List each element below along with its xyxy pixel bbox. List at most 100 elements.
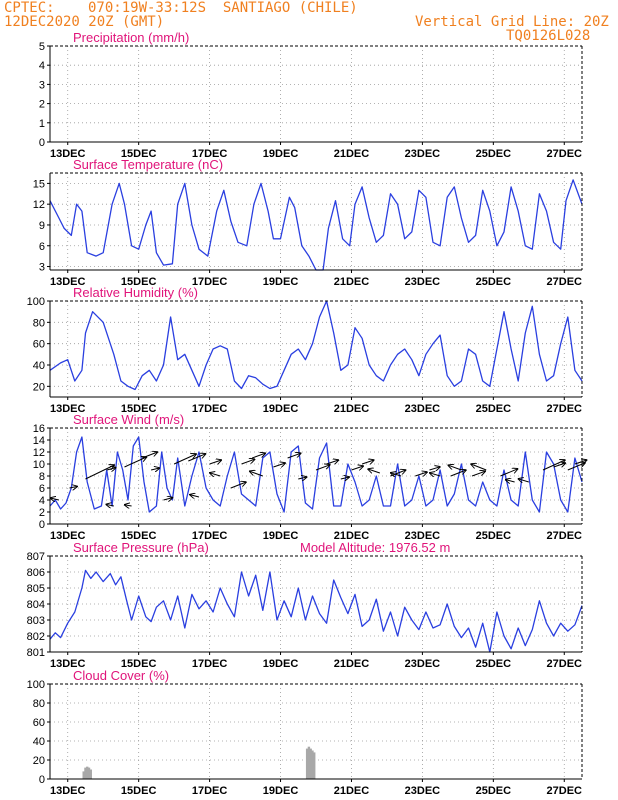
x-tick-label: 23DEC	[405, 530, 441, 542]
y-tick-label: 0	[39, 137, 45, 149]
y-tick-label: 15	[33, 178, 45, 190]
wind-arrow	[163, 498, 172, 500]
wind-arrow	[553, 463, 566, 467]
wind-arrow	[368, 469, 380, 473]
series-line-wind	[49, 436, 583, 513]
bar-cloud-cover	[82, 771, 85, 779]
x-tick-label: 15DEC	[121, 403, 157, 415]
y-tick-label: 4	[39, 60, 45, 72]
panel-title: Cloud Cover (%)	[73, 668, 169, 683]
y-tick-label: 5	[39, 41, 45, 53]
bar-cloud-cover	[313, 752, 316, 779]
wind-arrow	[188, 454, 205, 462]
x-tick-label: 27DEC	[547, 658, 583, 670]
y-tick-label: 0	[39, 519, 45, 531]
y-tick-label: 801	[27, 647, 45, 659]
panel-title: Surface Pressure (hPa)	[73, 540, 209, 555]
x-tick-label: 23DEC	[405, 276, 441, 288]
y-tick-label: 12	[33, 447, 45, 459]
y-tick-label: 80	[33, 317, 45, 329]
wind-arrow	[69, 486, 78, 488]
x-tick-label: 19DEC	[263, 148, 299, 160]
x-tick-label: 13DEC	[50, 276, 86, 288]
x-tick-label: 17DEC	[192, 276, 228, 288]
x-tick-label: 25DEC	[476, 658, 512, 670]
x-tick-label: 23DEC	[405, 658, 441, 670]
header-grid-note: Vertical Grid Line: 20Z	[415, 14, 609, 30]
wind-arrow	[471, 471, 485, 477]
x-tick-label: 19DEC	[263, 276, 299, 288]
series-line-pressure	[49, 569, 583, 653]
wind-arrow	[241, 459, 255, 465]
x-tick-label: 27DEC	[547, 785, 583, 797]
y-tick-label: 12	[33, 199, 45, 211]
bar-cloud-cover	[305, 748, 309, 779]
x-tick-label: 13DEC	[50, 785, 86, 797]
x-tick-label: 17DEC	[192, 785, 228, 797]
header-run-time: 12DEC2020 20Z (GMT)	[4, 14, 165, 30]
wind-arrow	[340, 477, 350, 479]
wind-arrow	[351, 466, 363, 470]
wind-arrow	[429, 467, 440, 470]
wind-arrow	[505, 480, 515, 482]
x-tick-label: 23DEC	[405, 148, 441, 160]
wind-arrow	[574, 460, 587, 464]
y-tick-label: 16	[33, 423, 45, 435]
wind-arrow	[361, 460, 374, 464]
wind-arrow	[230, 482, 246, 489]
x-tick-label: 27DEC	[547, 148, 583, 160]
x-tick-label: 21DEC	[334, 148, 370, 160]
panel-cloud-cover: 0 20 40 60 80 100 13DEC 15DEC 17DEC 19DEC 21DEC 23D…	[27, 668, 583, 797]
x-tick-label: 25DEC	[476, 148, 512, 160]
y-tick-label: 4	[39, 495, 45, 507]
x-tick-label: 19DEC	[263, 403, 299, 415]
y-tick-label: 8	[39, 471, 45, 483]
wind-arrow	[273, 463, 285, 467]
x-tick-label: 27DEC	[547, 276, 583, 288]
header-location: 070:19W-33:12S SANTIAGO (CHILE)	[88, 0, 358, 16]
wind-arrow	[448, 465, 462, 471]
x-tick-label: 21DEC	[334, 276, 370, 288]
wind-arrow	[106, 504, 114, 506]
x-tick-label: 15DEC	[121, 785, 157, 797]
x-tick-label: 15DEC	[121, 658, 157, 670]
panel-title: Surface Wind (m/s)	[73, 412, 184, 427]
x-tick-label: 17DEC	[192, 403, 228, 415]
series-line-humidity	[49, 300, 583, 391]
x-tick-label: 17DEC	[192, 658, 228, 670]
x-tick-label: 21DEC	[334, 658, 370, 670]
wind-arrow	[85, 465, 114, 480]
panel-precipitation: 0 1 2 3 4 5 13DEC 15DEC 17DEC 19DEC 21DEC 23DEC 25DE…	[39, 30, 583, 160]
x-tick-label: 13DEC	[50, 148, 86, 160]
wind-arrow	[251, 453, 265, 459]
bar-cloud-cover	[307, 746, 311, 779]
x-tick-label: 19DEC	[263, 785, 299, 797]
y-tick-label: 802	[27, 631, 45, 643]
x-tick-label: 25DEC	[476, 530, 512, 542]
x-tick-label: 23DEC	[405, 403, 441, 415]
x-tick-label: 25DEC	[476, 403, 512, 415]
y-tick-label: 0	[39, 774, 45, 786]
wind-arrow	[124, 505, 132, 506]
bar-cloud-cover	[86, 766, 89, 779]
wind-arrow	[50, 498, 59, 500]
panel-humidity: 20 40 60 80 100 13DEC 15DEC 17DEC 19DEC 21DEC 23DE…	[27, 285, 583, 415]
wind-arrow	[450, 470, 466, 477]
y-tick-label: 807	[27, 551, 45, 563]
bar-cloud-cover	[84, 767, 87, 779]
y-tick-label: 804	[27, 599, 45, 611]
x-tick-label: 25DEC	[476, 276, 512, 288]
y-tick-label: 40	[33, 736, 45, 748]
panel-pressure: 801 802 803 804 805 806 807 13DEC 15DEC 17DEC 19DE…	[27, 540, 583, 670]
y-tick-label: 14	[33, 435, 45, 447]
x-tick-label: 19DEC	[263, 530, 299, 542]
x-tick-label: 15DEC	[121, 530, 157, 542]
y-tick-label: 6	[39, 483, 45, 495]
wind-arrow	[430, 473, 441, 476]
wind-arrow	[173, 454, 196, 465]
panel-temperature: 3 6 9 12 15 13DEC 15DEC 17DEC 19DEC 21DEC 23DEC 25D…	[33, 157, 583, 288]
wind-arrow	[210, 473, 221, 476]
wind-arrow	[326, 460, 339, 464]
